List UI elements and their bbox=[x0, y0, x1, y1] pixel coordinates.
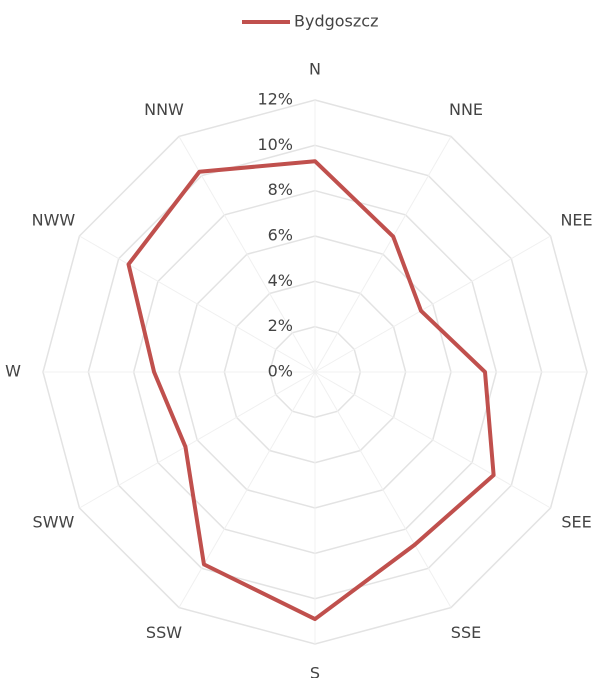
category-label: W bbox=[5, 362, 21, 381]
y-tick-label: 8% bbox=[268, 180, 293, 199]
category-label: SSE bbox=[451, 623, 481, 642]
y-tick-label: 0% bbox=[268, 362, 293, 381]
category-label: N bbox=[309, 60, 321, 79]
y-tick-label: 6% bbox=[268, 226, 293, 245]
spoke bbox=[314, 371, 551, 509]
category-label: SWW bbox=[33, 513, 75, 532]
spoke bbox=[178, 136, 316, 373]
y-tick-label: 10% bbox=[257, 135, 293, 154]
spoke bbox=[178, 371, 316, 608]
category-label: NWW bbox=[32, 211, 76, 230]
y-tick-label: 2% bbox=[268, 316, 293, 335]
category-label: SEE bbox=[561, 513, 591, 532]
spoke bbox=[79, 235, 316, 373]
y-tick-label: 12% bbox=[257, 90, 293, 109]
legend-label: Bydgoszcz bbox=[294, 12, 378, 31]
category-label: NNW bbox=[144, 100, 184, 119]
category-label: S bbox=[310, 664, 320, 678]
spoke bbox=[314, 235, 551, 373]
category-label: NNE bbox=[449, 100, 483, 119]
spoke bbox=[314, 371, 452, 608]
spoke bbox=[79, 371, 316, 509]
series-line bbox=[126, 159, 496, 622]
y-tick-label: 4% bbox=[268, 271, 293, 290]
category-label: SSW bbox=[146, 623, 182, 642]
spoke bbox=[314, 136, 452, 373]
category-label: NEE bbox=[560, 211, 592, 230]
